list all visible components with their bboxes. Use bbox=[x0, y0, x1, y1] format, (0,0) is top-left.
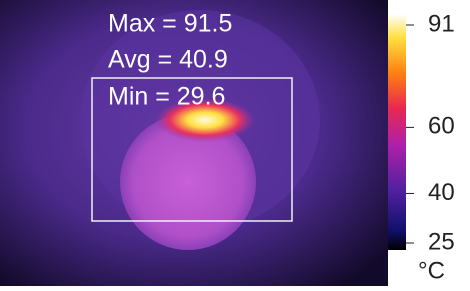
colorbar-tick-label: 25 bbox=[428, 228, 455, 255]
thermal-view: Max = 91.5 Avg = 40.9 Min = 29.6 °C 91 60… bbox=[0, 0, 470, 286]
colorbar bbox=[388, 14, 406, 250]
unit-label: °C bbox=[418, 257, 445, 284]
colorbar-tick-label: 60 bbox=[428, 113, 455, 140]
colorbar-tick-label: 91 bbox=[428, 10, 455, 37]
min-label: Min = 29.6 bbox=[108, 83, 225, 111]
overlay-stats: Max = 91.5 Avg = 40.9 Min = 29.6 bbox=[108, 10, 232, 111]
colorbar-tick-label: 40 bbox=[428, 179, 455, 206]
avg-label: Avg = 40.9 bbox=[108, 46, 228, 74]
max-label: Max = 91.5 bbox=[108, 10, 232, 38]
